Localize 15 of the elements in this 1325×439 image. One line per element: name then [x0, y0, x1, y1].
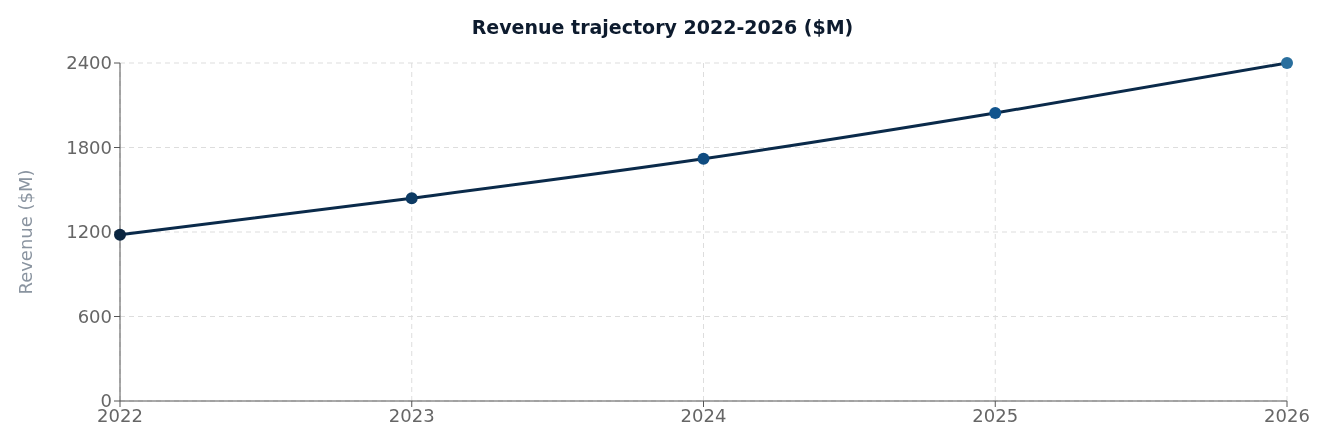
point	[697, 152, 710, 165]
point	[1281, 57, 1293, 69]
x-tick-label: 2025	[972, 404, 1019, 426]
x-tick-label: 2023	[388, 404, 435, 426]
point	[114, 228, 126, 241]
point	[989, 107, 1002, 119]
x-tick-label: 2026	[1264, 404, 1310, 426]
y-tick-label: 1800	[66, 136, 112, 158]
y-tick-label: 600	[77, 305, 112, 327]
x-tick-label: 2024	[680, 404, 727, 426]
point	[405, 192, 418, 205]
y-tick-label: 1200	[66, 221, 112, 243]
y-axis-title: Revenue ($M)	[15, 169, 37, 295]
chart-title: Revenue trajectory 2022-2026 ($M)	[470, 16, 855, 38]
y-tick-label: 2400	[66, 52, 112, 74]
